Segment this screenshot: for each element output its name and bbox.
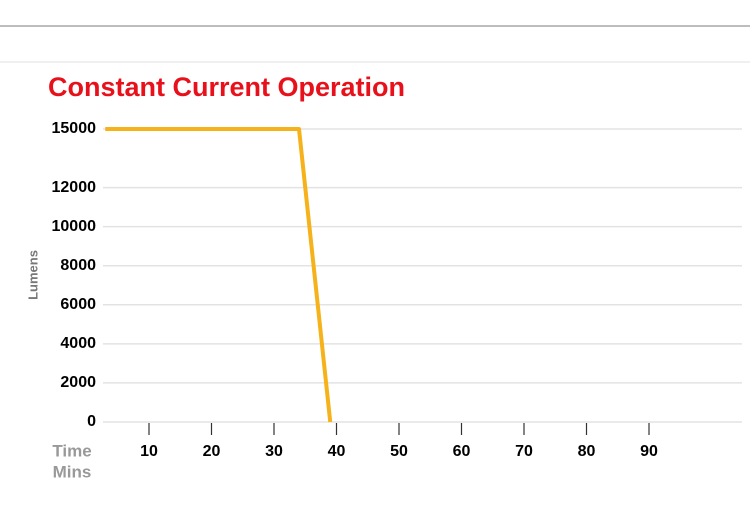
y-tick-label: 12000	[52, 179, 97, 196]
x-tick-label: 60	[453, 443, 471, 460]
x-tick-label: 10	[140, 443, 158, 460]
x-tick-label: 30	[265, 443, 283, 460]
y-tick-label: 15000	[52, 120, 97, 137]
y-tick-label: 0	[87, 413, 96, 430]
x-tick-label: 80	[578, 443, 596, 460]
y-tick-label: 2000	[60, 374, 96, 391]
y-tick-label: 10000	[52, 218, 97, 235]
y-tick-label: 6000	[60, 296, 96, 313]
chart-title: Constant Current Operation	[48, 72, 405, 102]
x-tick-label: 50	[390, 443, 408, 460]
x-tick-label: 20	[203, 443, 221, 460]
x-tick-label: 70	[515, 443, 533, 460]
y-axis-label: Lumens	[25, 250, 40, 300]
x-axis-label: Time	[52, 441, 91, 460]
data-line	[105, 127, 333, 423]
x-tick-label: 90	[640, 443, 658, 460]
x-tick-label: 40	[328, 443, 346, 460]
y-tick-label: 8000	[60, 257, 96, 274]
y-tick-label: 4000	[60, 335, 96, 352]
x-axis-unit: Mins	[53, 462, 92, 481]
